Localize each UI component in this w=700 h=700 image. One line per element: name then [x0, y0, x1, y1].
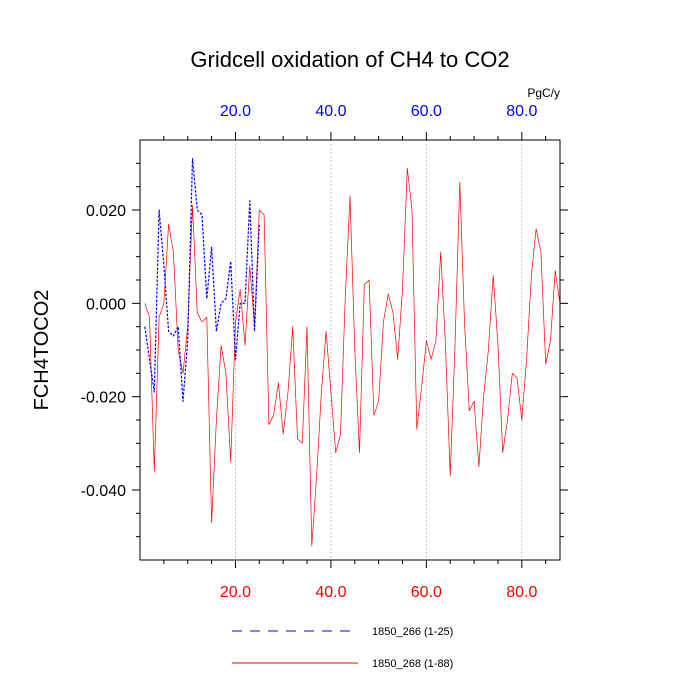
series-line-2 — [144, 167, 561, 547]
y-tick-label: -0.020 — [81, 390, 126, 407]
series-line-1 — [144, 158, 260, 402]
y-tick-label: 0.020 — [86, 203, 126, 220]
bottom-x-tick-label: 40.0 — [315, 584, 346, 601]
legend-label-series-1: 1850_266 (1-25) — [372, 626, 453, 638]
y-tick-label: 0.000 — [86, 296, 126, 313]
y-tick-labels: 0.020 0.000 -0.020 -0.040 — [81, 203, 126, 500]
top-x-tick-label: 40.0 — [315, 103, 346, 120]
y-tick-label: -0.040 — [81, 483, 126, 500]
top-x-tick-labels: 20.0 40.0 60.0 80.0 — [220, 103, 538, 120]
legend: 1850_266 (1-25) 1850_268 (1-88) — [232, 626, 453, 670]
bottom-x-tick-label: 20.0 — [220, 584, 251, 601]
chart-title: Gridcell oxidation of CH4 to CO2 — [190, 47, 509, 72]
bottom-x-tick-labels: 20.0 40.0 60.0 80.0 — [220, 584, 538, 601]
top-x-tick-label: 80.0 — [506, 103, 537, 120]
y-axis-label: FCH4TOCO2 — [31, 290, 53, 411]
bottom-x-tick-label: 80.0 — [506, 584, 537, 601]
grid-lines — [235, 140, 523, 560]
series-layer — [144, 158, 561, 547]
axis-ticks — [132, 132, 568, 568]
units-label: PgC/y — [527, 86, 560, 100]
legend-label-series-2: 1850_268 (1-88) — [372, 658, 453, 670]
bottom-x-tick-label: 60.0 — [411, 584, 442, 601]
top-x-tick-label: 20.0 — [220, 103, 251, 120]
top-x-tick-label: 60.0 — [411, 103, 442, 120]
